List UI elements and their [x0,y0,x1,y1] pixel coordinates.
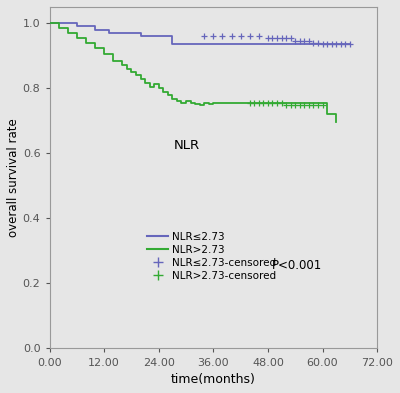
Point [219,33,226,39]
Point [296,101,303,108]
Point [319,101,326,108]
Legend: NLR≤2.73, NLR>2.73, NLR≤2.73-censored, NLR>2.73-censored: NLR≤2.73, NLR>2.73, NLR≤2.73-censored, N… [143,228,281,285]
Point [274,100,280,106]
Point [315,101,321,108]
Point [265,35,271,41]
Point [210,33,216,39]
Point [251,100,258,106]
Point [256,100,262,106]
Point [238,33,244,39]
Point [269,35,276,41]
Point [338,41,344,48]
Point [301,38,308,44]
Point [310,101,317,108]
Point [292,101,298,108]
Point [306,101,312,108]
Point [260,100,266,106]
Point [296,38,303,44]
Point [283,101,289,108]
Point [315,40,321,46]
Point [246,33,253,39]
X-axis label: time(months): time(months) [171,373,256,386]
Text: NLR: NLR [174,139,200,152]
Point [292,38,298,44]
Point [310,40,317,46]
Point [288,35,294,41]
Point [228,33,235,39]
Text: P<0.001: P<0.001 [272,259,322,272]
Point [283,35,289,41]
Point [278,100,285,106]
Point [246,100,253,106]
Point [324,41,330,48]
Point [274,35,280,41]
Point [306,38,312,44]
Point [288,101,294,108]
Point [278,35,285,41]
Point [269,100,276,106]
Point [301,101,308,108]
Point [333,41,339,48]
Point [201,33,208,39]
Point [328,41,335,48]
Point [256,33,262,39]
Point [265,100,271,106]
Y-axis label: overall survival rate: overall survival rate [7,118,20,237]
Point [319,41,326,48]
Point [342,41,348,48]
Point [347,41,353,48]
